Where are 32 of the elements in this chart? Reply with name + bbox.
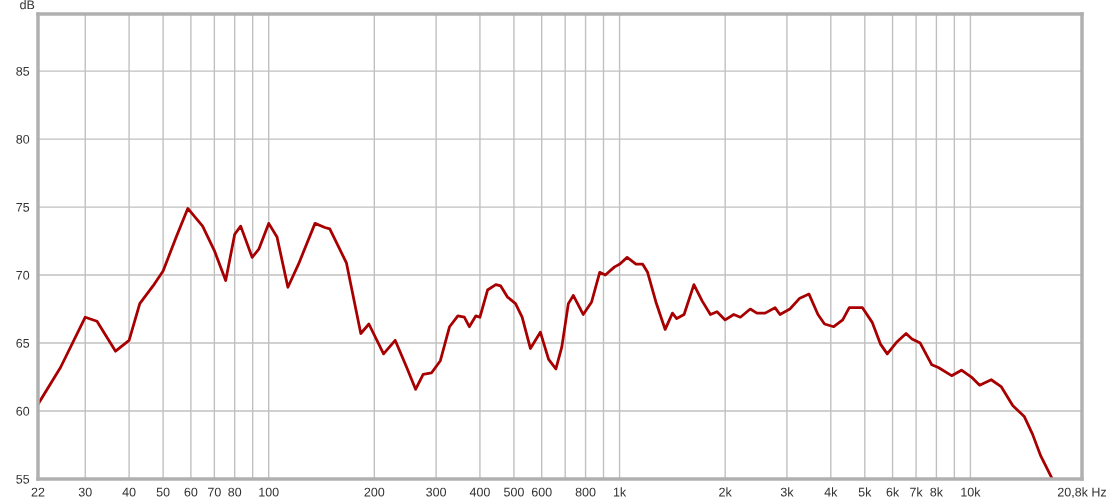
- x-tick-label: 4k: [824, 487, 838, 497]
- x-tick-label: 6k: [886, 487, 900, 497]
- x-tick-label: 60: [184, 487, 198, 497]
- y-tick-label: 55: [16, 474, 30, 484]
- x-tick-label: 400: [469, 487, 490, 497]
- x-tick-label: 70: [208, 487, 221, 497]
- x-tick-label: 500: [504, 487, 524, 497]
- y-tick-label: 65: [16, 338, 30, 348]
- x-tick-label: 3k: [780, 487, 794, 497]
- x-tick-label: 20,8k Hz: [1057, 487, 1107, 498]
- x-tick-label: 30: [78, 487, 92, 497]
- x-tick-label: 7k: [910, 487, 923, 497]
- x-tick-label: 5k: [858, 487, 872, 497]
- x-tick-label: 600: [531, 487, 552, 497]
- x-tick-label: 100: [259, 487, 279, 497]
- x-tick-label: 50: [156, 487, 170, 497]
- y-tick-label: 70: [16, 270, 30, 280]
- x-tick-label: 200: [364, 487, 385, 497]
- x-tick-label: 8k: [930, 487, 944, 497]
- x-tick-label: 22: [31, 487, 45, 497]
- x-tick-label: 800: [575, 487, 596, 497]
- x-tick-label: 300: [426, 487, 447, 497]
- y-tick-label: 85: [16, 66, 30, 76]
- y-tick-label: 80: [16, 134, 30, 144]
- y-tick-label: 60: [16, 406, 30, 416]
- x-tick-label: 40: [122, 487, 136, 497]
- x-tick-label: 1k: [613, 487, 627, 497]
- x-tick-label: 2k: [719, 487, 732, 497]
- y-axis-title: dB: [20, 0, 35, 10]
- x-tick-label: 80: [228, 487, 242, 497]
- x-tick-label: 10k: [961, 487, 981, 497]
- y-tick-label: 75: [16, 203, 30, 212]
